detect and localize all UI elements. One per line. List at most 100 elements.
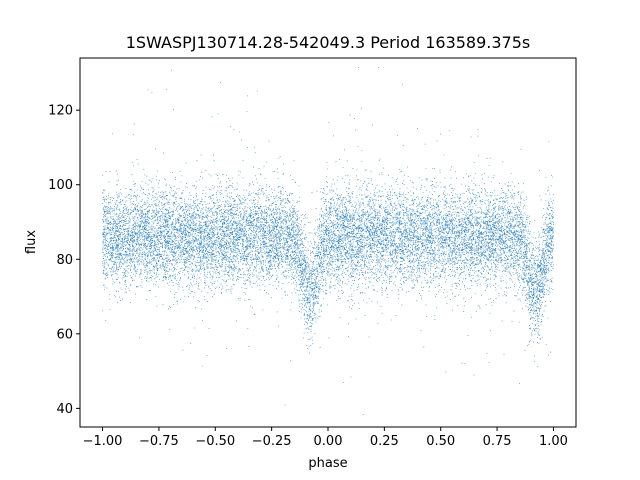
data-point — [359, 225, 361, 226]
data-point — [279, 254, 281, 256]
data-point — [495, 203, 496, 205]
data-point — [163, 230, 165, 232]
data-point — [364, 222, 365, 224]
data-point — [164, 236, 166, 238]
data-point — [399, 267, 401, 269]
data-point — [243, 280, 245, 282]
data-point — [393, 237, 395, 239]
data-point — [322, 264, 324, 266]
data-point — [168, 236, 169, 237]
data-point — [390, 246, 392, 248]
data-point — [305, 328, 307, 330]
data-point — [102, 255, 104, 257]
data-point — [487, 245, 489, 246]
data-point — [425, 222, 427, 223]
data-point — [366, 261, 367, 263]
data-point — [323, 270, 325, 272]
data-point — [265, 161, 267, 163]
data-point — [455, 257, 457, 259]
data-point — [137, 235, 138, 237]
data-point — [276, 226, 278, 228]
data-point — [513, 248, 515, 249]
data-point — [276, 225, 278, 227]
data-point — [292, 214, 293, 216]
data-point — [173, 219, 174, 220]
data-point — [535, 278, 537, 280]
data-point — [444, 196, 445, 198]
data-point — [345, 196, 347, 198]
data-point — [372, 268, 373, 270]
data-point — [448, 258, 450, 260]
data-point — [165, 198, 167, 200]
data-point — [200, 246, 202, 248]
data-point — [404, 245, 406, 247]
data-point — [458, 284, 460, 285]
data-point — [330, 189, 332, 191]
data-point — [155, 255, 157, 256]
data-point — [191, 291, 192, 292]
data-point — [458, 260, 460, 261]
data-point — [364, 292, 366, 294]
data-point — [370, 251, 372, 253]
data-point — [120, 248, 122, 249]
data-point — [489, 246, 491, 248]
data-point — [298, 284, 300, 286]
data-point — [375, 251, 376, 252]
data-point — [313, 298, 315, 300]
data-point — [370, 253, 371, 255]
data-point — [354, 214, 356, 216]
data-point — [387, 266, 389, 268]
data-point — [454, 202, 456, 203]
data-point — [419, 276, 421, 277]
data-point — [455, 295, 456, 297]
data-point — [532, 250, 534, 251]
data-point — [522, 290, 524, 291]
data-point — [502, 161, 504, 163]
data-point — [395, 253, 396, 254]
data-point — [104, 190, 106, 192]
data-point — [549, 225, 551, 227]
data-point — [360, 252, 362, 254]
data-point — [111, 245, 113, 247]
data-point — [221, 237, 223, 239]
data-point — [417, 208, 419, 209]
data-point — [480, 263, 482, 264]
data-point — [253, 226, 255, 228]
data-point — [536, 304, 538, 306]
data-point — [297, 267, 299, 269]
data-point — [117, 236, 119, 238]
data-point — [255, 254, 257, 256]
data-point — [404, 256, 406, 258]
data-point — [115, 221, 116, 223]
data-point — [552, 216, 553, 218]
data-point — [122, 221, 124, 223]
data-point — [161, 233, 162, 235]
data-point — [300, 215, 302, 216]
data-point — [306, 263, 308, 265]
data-point — [295, 257, 297, 259]
data-point — [541, 283, 543, 284]
data-point — [531, 281, 532, 283]
data-point — [335, 248, 337, 249]
data-point — [395, 260, 397, 262]
data-point — [238, 242, 240, 243]
data-point — [359, 244, 361, 246]
data-point — [303, 226, 305, 228]
data-point — [296, 285, 297, 287]
data-point — [174, 247, 176, 249]
data-point — [489, 247, 491, 249]
data-point — [145, 219, 147, 220]
data-point — [216, 208, 218, 209]
data-point — [376, 276, 378, 277]
data-point — [120, 249, 122, 251]
data-point — [503, 241, 504, 243]
data-point — [480, 254, 482, 256]
data-point — [483, 242, 485, 244]
data-point — [252, 262, 253, 263]
data-point — [350, 254, 352, 256]
data-point — [399, 191, 401, 193]
data-point — [252, 307, 253, 309]
data-point — [152, 187, 154, 189]
data-point — [278, 222, 280, 224]
data-point — [367, 236, 368, 237]
